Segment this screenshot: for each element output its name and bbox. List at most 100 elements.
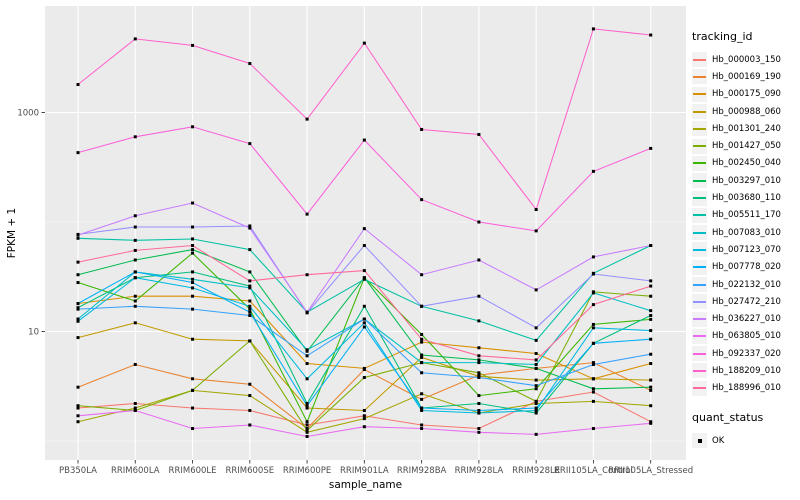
data-point (133, 408, 137, 412)
data-point (534, 402, 538, 406)
legend-entry: Hb_007083_010 (692, 224, 798, 241)
data-point (420, 371, 424, 375)
data-point (191, 225, 195, 229)
data-point (305, 117, 309, 121)
series-color-line-icon (693, 214, 706, 217)
data-point (248, 279, 252, 283)
data-point (191, 281, 195, 285)
data-point (534, 408, 538, 412)
legend-key-swatch (692, 346, 707, 362)
data-point (248, 224, 252, 228)
data-point (591, 341, 595, 345)
data-point (362, 366, 366, 370)
data-point (76, 307, 80, 311)
data-point (362, 325, 366, 329)
x-tick-label: RRII105LA_Control (554, 466, 633, 476)
data-point (649, 385, 653, 389)
data-point (362, 321, 366, 325)
data-point (534, 208, 538, 212)
legend-entry-label: Hb_036227_010 (712, 314, 781, 325)
data-point (305, 348, 309, 352)
data-point (420, 406, 424, 410)
y-tick-label: 1000 (17, 109, 39, 119)
data-point (534, 399, 538, 403)
series-color-line-icon (693, 300, 706, 303)
data-point (420, 337, 424, 341)
data-point (534, 366, 538, 370)
data-point (248, 284, 252, 288)
x-tick-label: RRIM600LE (169, 466, 217, 476)
legend-entry-label: Hb_000169_190 (712, 71, 781, 82)
data-point (649, 294, 653, 298)
legend-key-swatch (692, 69, 707, 85)
data-point (362, 425, 366, 429)
data-point (591, 326, 595, 330)
legend-key-swatch (692, 259, 707, 275)
data-point (191, 307, 195, 311)
data-point (305, 428, 309, 432)
data-point (76, 385, 80, 389)
legend-entry: Hb_003680_110 (692, 189, 798, 206)
data-point (248, 62, 252, 66)
data-point (248, 394, 252, 398)
x-tick-label: RRIM928BA (397, 466, 447, 476)
data-point (133, 276, 137, 280)
data-point (591, 272, 595, 276)
data-point (534, 351, 538, 355)
data-point (534, 338, 538, 342)
data-point (477, 258, 481, 262)
data-point (534, 288, 538, 292)
data-point (420, 397, 424, 401)
data-point (534, 384, 538, 388)
data-point (191, 270, 195, 274)
data-point (649, 420, 653, 424)
data-point (248, 299, 252, 303)
data-point (305, 434, 309, 438)
data-point (76, 404, 80, 408)
legend-entry: Hb_002450_040 (692, 155, 798, 172)
data-point (248, 270, 252, 274)
legend-key-swatch (692, 155, 707, 171)
data-point (76, 236, 80, 240)
data-point (133, 135, 137, 139)
data-point (591, 361, 595, 365)
data-point (76, 260, 80, 264)
data-point (362, 227, 366, 231)
legend-entry-label: Hb_000175_090 (712, 89, 781, 100)
legend-key-swatch (692, 121, 707, 137)
data-point (649, 329, 653, 333)
legend-entry: Hb_005511_170 (692, 207, 798, 224)
x-tick-label: RRIM600SE (225, 466, 274, 476)
x-axis-title: sample_name (329, 479, 402, 491)
data-point (477, 411, 481, 415)
data-point (305, 430, 309, 434)
data-point (534, 362, 538, 366)
data-point (305, 420, 309, 424)
legend-entry: Hb_092337_020 (692, 345, 798, 362)
data-point (133, 37, 137, 41)
data-point (133, 238, 137, 242)
legend-entry: Hb_027472_210 (692, 293, 798, 310)
legend-entry-label: Hb_027472_210 (712, 296, 781, 307)
legend-entry-label: Hb_003297_010 (712, 175, 781, 186)
data-point (76, 317, 80, 321)
data-point (420, 392, 424, 396)
series-color-line-icon (693, 145, 706, 148)
data-point (191, 377, 195, 381)
series-color-line-icon (693, 93, 706, 96)
data-point (477, 354, 481, 358)
data-point (362, 244, 366, 248)
data-point (649, 313, 653, 317)
data-point (534, 378, 538, 382)
data-point (649, 421, 653, 425)
data-point (591, 387, 595, 391)
legend-key-swatch (692, 104, 707, 120)
data-point (191, 286, 195, 290)
data-point (305, 377, 309, 381)
data-point (477, 402, 481, 406)
legend-entry: Hb_003297_010 (692, 172, 798, 189)
data-point (76, 151, 80, 155)
data-point (591, 377, 595, 381)
x-tick-label: RRIM901LA (340, 466, 389, 476)
legend-entry-label: Hb_002450_040 (712, 158, 781, 169)
